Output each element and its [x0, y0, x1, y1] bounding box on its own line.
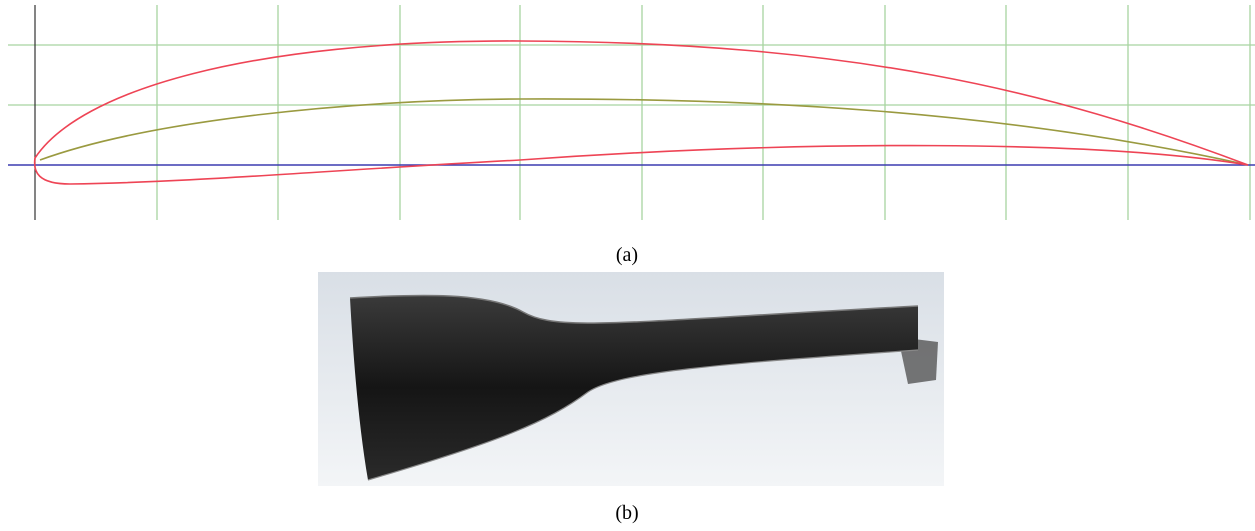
caption-a: (a) — [616, 244, 638, 267]
airfoil-outline — [35, 41, 1248, 184]
page: (a) (b) (() => { const data = JSON.parse… — [0, 0, 1255, 531]
camber-line — [40, 99, 1248, 165]
blade-render — [318, 272, 944, 486]
grid — [8, 5, 1255, 220]
airfoil-plot — [0, 0, 1255, 230]
caption-b: (b) — [615, 502, 638, 525]
